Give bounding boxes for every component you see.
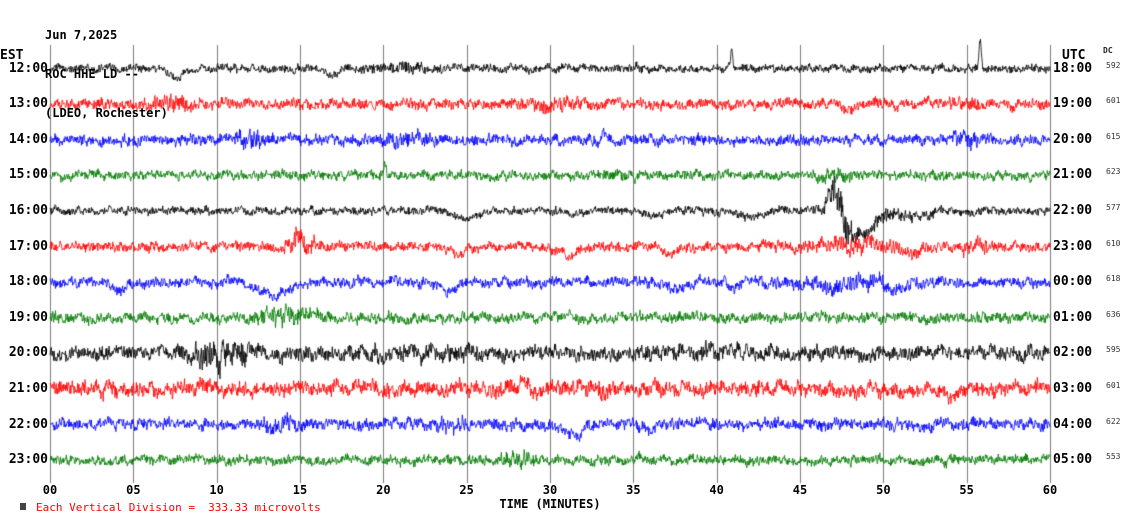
dc-value: 601 bbox=[1106, 380, 1121, 390]
x-tick-label: 30 bbox=[542, 483, 558, 497]
x-tick-label: 10 bbox=[209, 483, 224, 497]
x-tick-label: 50 bbox=[876, 483, 891, 497]
est-label: 16:00 bbox=[8, 202, 48, 218]
utc-label: 01:00 bbox=[1053, 309, 1093, 325]
x-tick-label: 55 bbox=[959, 483, 974, 497]
x-tick-label: 05 bbox=[126, 483, 141, 497]
x-tick-label: 45 bbox=[792, 483, 808, 497]
x-tick-label: 35 bbox=[626, 483, 641, 497]
est-label: 15:00 bbox=[8, 167, 48, 183]
x-axis-title: TIME (MINUTES) bbox=[499, 497, 601, 511]
utc-label: 23:00 bbox=[1053, 238, 1093, 254]
utc-label: 19:00 bbox=[1053, 96, 1093, 112]
est-label: 13:00 bbox=[8, 96, 48, 112]
dc-value: 636 bbox=[1106, 309, 1121, 319]
x-tick-label: 15 bbox=[292, 483, 308, 497]
x-tick-label: 25 bbox=[459, 483, 474, 497]
dc-value: 601 bbox=[1106, 96, 1121, 106]
utc-label: 05:00 bbox=[1053, 452, 1093, 468]
est-label: 21:00 bbox=[8, 380, 48, 396]
x-tick-label: 60 bbox=[1042, 483, 1058, 497]
est-label: 14:00 bbox=[8, 131, 48, 147]
utc-label: 00:00 bbox=[1053, 274, 1093, 290]
header-location: (LDEO, Rochester) bbox=[45, 106, 168, 120]
utc-label: 18:00 bbox=[1053, 60, 1093, 76]
utc-label: 02:00 bbox=[1053, 345, 1093, 361]
dc-value: 623 bbox=[1106, 167, 1121, 177]
dc-value: 618 bbox=[1106, 274, 1121, 284]
dc-value: 577 bbox=[1106, 202, 1121, 212]
header: Jun 7,2025 ROC HHE LD -- (LDEO, Rocheste… bbox=[45, 3, 168, 146]
dc-value: 622 bbox=[1106, 416, 1121, 426]
x-tick-label: 40 bbox=[709, 483, 724, 497]
vertical-division-note: Each Vertical Division = 333.33 microvol… bbox=[36, 501, 321, 514]
dc-value: 615 bbox=[1106, 131, 1121, 141]
est-label: 12:00 bbox=[8, 60, 48, 76]
utc-axis-label: UTC bbox=[1062, 48, 1086, 63]
utc-label: 21:00 bbox=[1053, 167, 1093, 183]
x-tick-label: 20 bbox=[376, 483, 391, 497]
est-label: 18:00 bbox=[8, 274, 48, 290]
dc-axis-label: DC bbox=[1103, 46, 1113, 55]
est-label: 19:00 bbox=[8, 309, 48, 325]
corner-mark-icon bbox=[20, 503, 26, 510]
utc-label: 04:00 bbox=[1053, 416, 1093, 432]
utc-label: 20:00 bbox=[1053, 131, 1093, 147]
est-label: 22:00 bbox=[8, 416, 48, 432]
header-date: Jun 7,2025 bbox=[45, 28, 118, 42]
utc-label: 03:00 bbox=[1053, 380, 1093, 396]
est-label: 23:00 bbox=[8, 452, 48, 468]
utc-label: 22:00 bbox=[1053, 202, 1093, 218]
header-station: ROC HHE LD -- bbox=[45, 67, 139, 81]
dc-value: 595 bbox=[1106, 345, 1121, 355]
dc-value: 610 bbox=[1106, 238, 1121, 248]
x-tick-label: 00 bbox=[42, 483, 58, 497]
est-axis-label: EST bbox=[0, 48, 24, 63]
dc-value: 592 bbox=[1106, 60, 1121, 70]
dc-value: 553 bbox=[1106, 452, 1121, 462]
est-label: 20:00 bbox=[8, 345, 48, 361]
est-label: 17:00 bbox=[8, 238, 48, 254]
